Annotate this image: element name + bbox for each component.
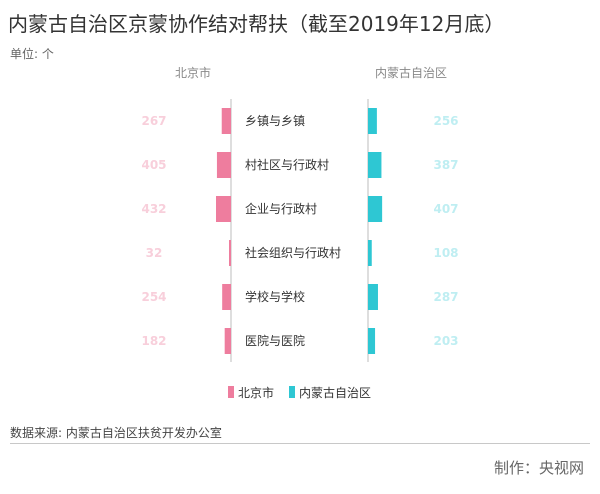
category-label: 乡镇与乡镇 bbox=[245, 114, 305, 128]
bar-beijing bbox=[224, 328, 231, 354]
value-label-inner-mongolia: 256 bbox=[433, 114, 458, 128]
bar-beijing bbox=[221, 108, 231, 134]
value-label-inner-mongolia: 407 bbox=[433, 202, 458, 216]
bar-inner-mongolia bbox=[368, 284, 378, 310]
bar-inner-mongolia bbox=[368, 108, 377, 134]
source-note: 数据来源: 内蒙古自治区扶贫开发办公室 bbox=[10, 426, 222, 440]
category-label: 医院与医院 bbox=[245, 334, 305, 348]
bar-beijing bbox=[229, 240, 231, 266]
bar-beijing bbox=[222, 284, 231, 310]
unit-label: 单位: 个 bbox=[10, 47, 54, 61]
right-column-header: 内蒙古自治区 bbox=[375, 65, 447, 80]
bar-inner-mongolia bbox=[368, 196, 383, 222]
bar-beijing bbox=[216, 152, 231, 178]
bar-inner-mongolia bbox=[368, 240, 372, 266]
legend-label-inner-mongolia: 内蒙古自治区 bbox=[299, 385, 371, 400]
value-label-inner-mongolia: 203 bbox=[433, 334, 458, 348]
category-label: 学校与学校 bbox=[245, 289, 305, 304]
credit-note: 制作：央视网 bbox=[493, 459, 584, 477]
legend-swatch-inner-mongolia bbox=[289, 386, 295, 398]
chart-title: 内蒙古自治区京蒙协作结对帮扶（截至2019年12月底） bbox=[8, 12, 505, 36]
value-label-inner-mongolia: 108 bbox=[433, 246, 458, 260]
value-label-inner-mongolia: 387 bbox=[433, 158, 458, 172]
value-label-beijing: 32 bbox=[146, 246, 163, 260]
value-label-beijing: 182 bbox=[141, 334, 166, 348]
value-label-beijing: 254 bbox=[141, 290, 166, 304]
legend-label-beijing: 北京市 bbox=[238, 385, 274, 400]
butterfly-chart: 北京市 内蒙古自治区 乡镇与乡镇 267 256 村社区与行政村 405 387 企业与行政… bbox=[141, 65, 458, 400]
left-column-header: 北京市 bbox=[175, 65, 211, 80]
bar-inner-mongolia bbox=[368, 152, 382, 178]
source-divider bbox=[10, 443, 590, 444]
category-label: 村社区与行政村 bbox=[245, 157, 329, 172]
value-label-beijing: 405 bbox=[141, 158, 166, 172]
category-label: 企业与行政村 bbox=[245, 201, 317, 216]
bar-inner-mongolia bbox=[368, 328, 376, 354]
legend-swatch-beijing bbox=[228, 386, 234, 398]
category-label: 社会组织与行政村 bbox=[245, 245, 341, 260]
legend: 北京市 内蒙古自治区 bbox=[228, 385, 371, 400]
bar-beijing bbox=[216, 196, 231, 222]
value-label-beijing: 267 bbox=[141, 114, 166, 128]
value-label-inner-mongolia: 287 bbox=[433, 290, 458, 304]
value-label-beijing: 432 bbox=[141, 202, 166, 216]
